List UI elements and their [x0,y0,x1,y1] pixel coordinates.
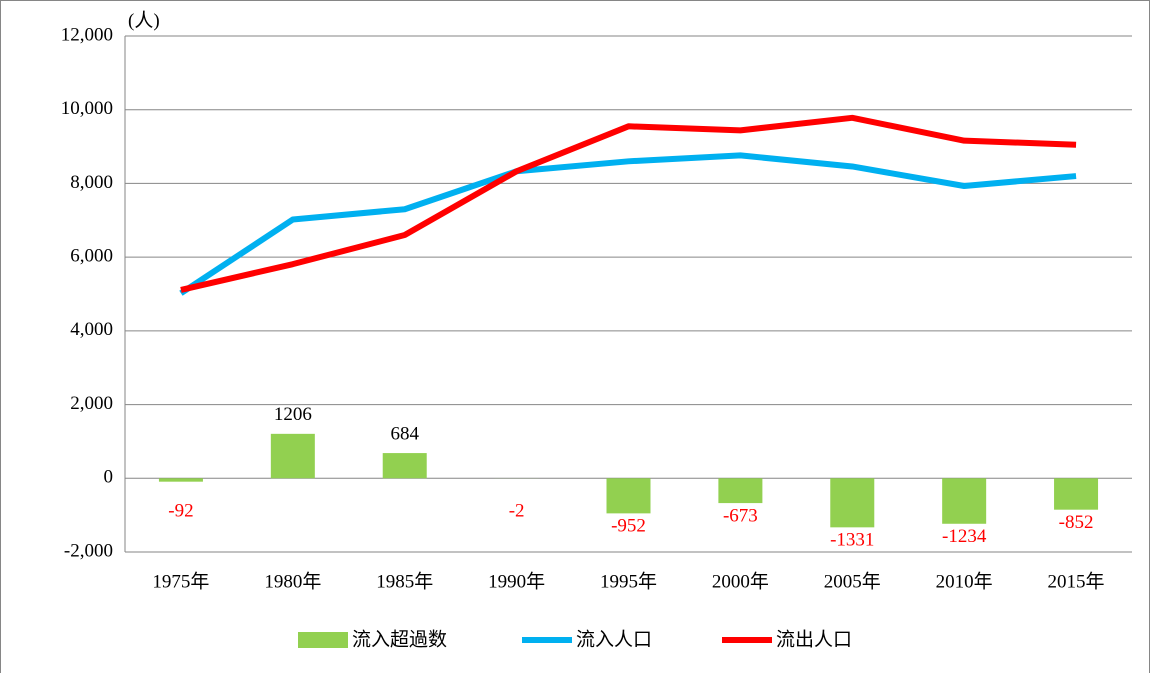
bar [382,453,427,479]
legend-label: 流入人口 [576,629,652,651]
y-tick-label: 8,000 [70,172,113,193]
data-label: -852 [1059,512,1094,533]
data-label: -92 [168,501,193,522]
y-tick-label: -2,000 [64,540,113,561]
data-label: -1234 [942,526,987,547]
x-tick-label: 1990年 [488,570,545,592]
x-tick-label: 1985年 [376,570,433,592]
y-tick-label: 12,000 [61,24,113,45]
bar [270,433,315,479]
bar [606,478,651,514]
x-tick-label: 2015年 [1048,570,1105,592]
x-tick-label: 1995年 [600,570,657,592]
bar [718,478,763,504]
line [180,114,1077,293]
bar [158,478,203,482]
legend-swatch [298,632,348,648]
x-tick-label: 1980年 [264,570,321,592]
x-tick-label: 1975年 [152,570,209,592]
y-tick-label: 10,000 [61,98,113,119]
y-tick-label: 4,000 [70,319,113,340]
x-tick-label: 2005年 [824,570,881,592]
line [179,152,1077,296]
data-label: -952 [611,516,646,537]
bar [1054,478,1099,510]
bar [830,478,875,528]
x-tick-label: 2000年 [712,570,769,592]
legend-label: 流出人口 [776,629,852,651]
bar [942,478,987,524]
data-label: 684 [390,423,419,444]
x-tick-label: 2010年 [936,570,993,592]
unit-label: (人) [128,9,160,31]
y-tick-label: 6,000 [70,246,113,267]
legend-label: 流入超過数 [352,629,447,651]
data-label: 1206 [274,404,312,425]
y-tick-label: 0 [104,467,114,488]
data-label: -1331 [830,530,874,551]
data-label: -2 [509,501,525,522]
y-tick-label: 2,000 [70,393,113,414]
data-label: -673 [723,505,758,526]
